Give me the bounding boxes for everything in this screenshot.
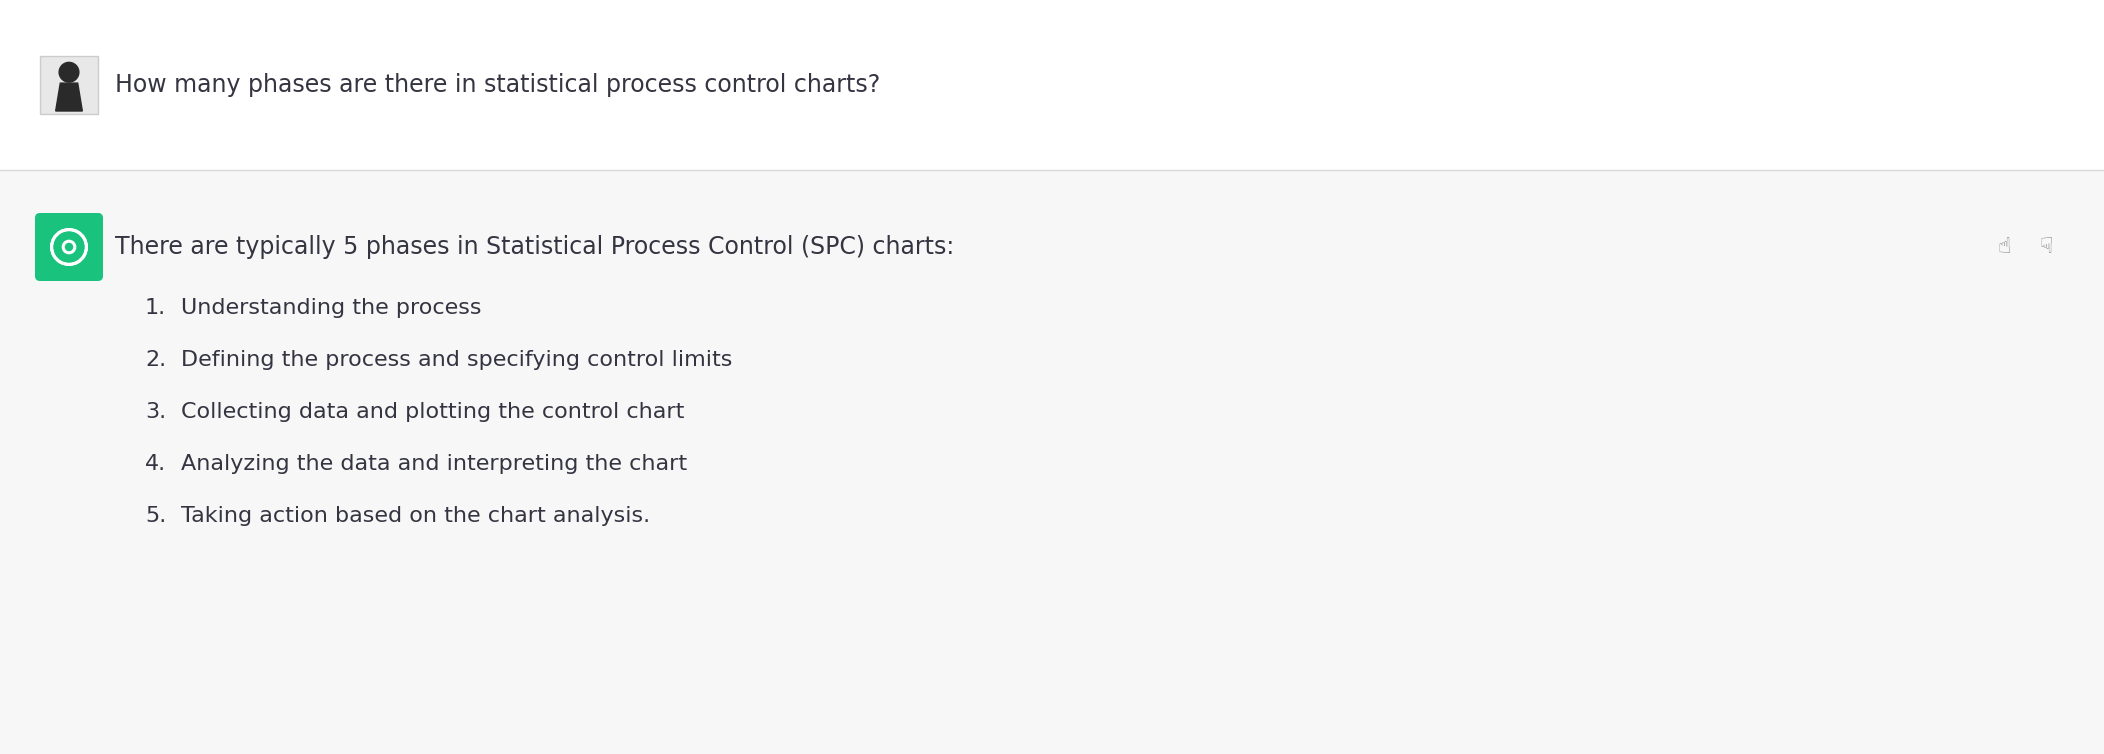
Text: 5.: 5.: [145, 506, 166, 526]
Text: Understanding the process: Understanding the process: [181, 298, 482, 318]
Text: There are typically 5 phases in Statistical Process Control (SPC) charts:: There are typically 5 phases in Statisti…: [116, 235, 955, 259]
FancyBboxPatch shape: [40, 56, 99, 114]
Polygon shape: [55, 83, 82, 111]
Text: ☝: ☝: [1997, 237, 2011, 257]
Text: 4.: 4.: [145, 454, 166, 474]
Text: 3.: 3.: [145, 402, 166, 422]
FancyBboxPatch shape: [36, 213, 103, 281]
Text: Collecting data and plotting the control chart: Collecting data and plotting the control…: [181, 402, 684, 422]
Text: Taking action based on the chart analysis.: Taking action based on the chart analysi…: [181, 506, 650, 526]
Text: 1.: 1.: [145, 298, 166, 318]
Text: Defining the process and specifying control limits: Defining the process and specifying cont…: [181, 350, 732, 370]
Text: ☟: ☟: [2039, 237, 2054, 257]
Text: Analyzing the data and interpreting the chart: Analyzing the data and interpreting the …: [181, 454, 688, 474]
FancyBboxPatch shape: [0, 0, 2104, 170]
Circle shape: [59, 63, 78, 82]
FancyBboxPatch shape: [0, 170, 2104, 754]
Text: How many phases are there in statistical process control charts?: How many phases are there in statistical…: [116, 73, 879, 97]
Text: 2.: 2.: [145, 350, 166, 370]
